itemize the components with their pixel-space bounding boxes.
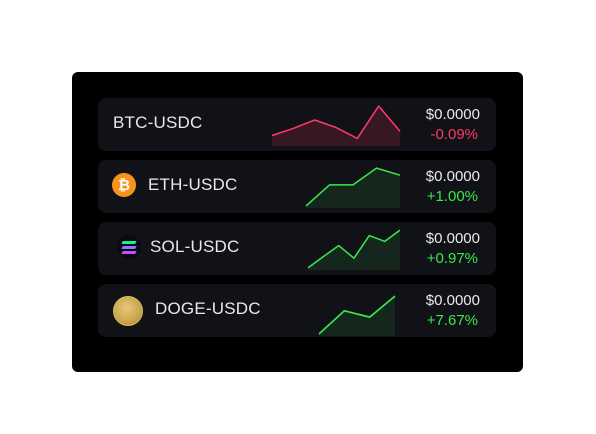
pair-label: DOGE-USDC (155, 299, 261, 318)
price-change: +1.00% (426, 188, 478, 205)
bitcoin-icon: ₿ (112, 173, 136, 197)
price-value: $0.0000 (425, 168, 480, 185)
pair-label: BTC-USDC (113, 113, 203, 132)
sparkline-line (271, 105, 401, 140)
ticker-row-doge-usdc[interactable]: DOGE-USDC $0.0000 +7.67% (98, 284, 496, 337)
price-change: -0.09% (430, 126, 478, 143)
price-change: +0.97% (426, 250, 478, 267)
ticker-row-btc-usdc[interactable]: BTC-USDC $0.0000 -0.09% (98, 98, 496, 151)
ticker-row-eth-usdc[interactable]: ₿ ETH-USDC $0.0000 +1.00% (98, 160, 496, 213)
pair-label: SOL-USDC (150, 237, 240, 256)
solana-icon (117, 235, 141, 259)
price-value: $0.0000 (425, 230, 480, 247)
sparkline-area (272, 106, 400, 146)
sparkline-chart (307, 229, 401, 270)
sparkline-line (305, 167, 401, 207)
sparkline-line (307, 229, 401, 269)
ticker-panel: BTC-USDC $0.0000 -0.09% ₿ ETH-USDC $0.00… (72, 72, 523, 372)
sparkline-area (319, 296, 395, 336)
sparkline-area (306, 168, 400, 208)
sparkline-chart (318, 295, 396, 336)
doge-icon (113, 296, 143, 326)
sparkline-area (308, 230, 400, 270)
pair-label: ETH-USDC (148, 175, 238, 194)
sparkline-chart (305, 167, 401, 208)
sparkline-chart (271, 105, 401, 146)
price-value: $0.0000 (425, 106, 480, 123)
price-value: $0.0000 (425, 292, 480, 309)
sparkline-line (318, 295, 396, 335)
ticker-row-sol-usdc[interactable]: SOL-USDC $0.0000 +0.97% (98, 222, 496, 275)
price-change: +7.67% (426, 312, 478, 329)
